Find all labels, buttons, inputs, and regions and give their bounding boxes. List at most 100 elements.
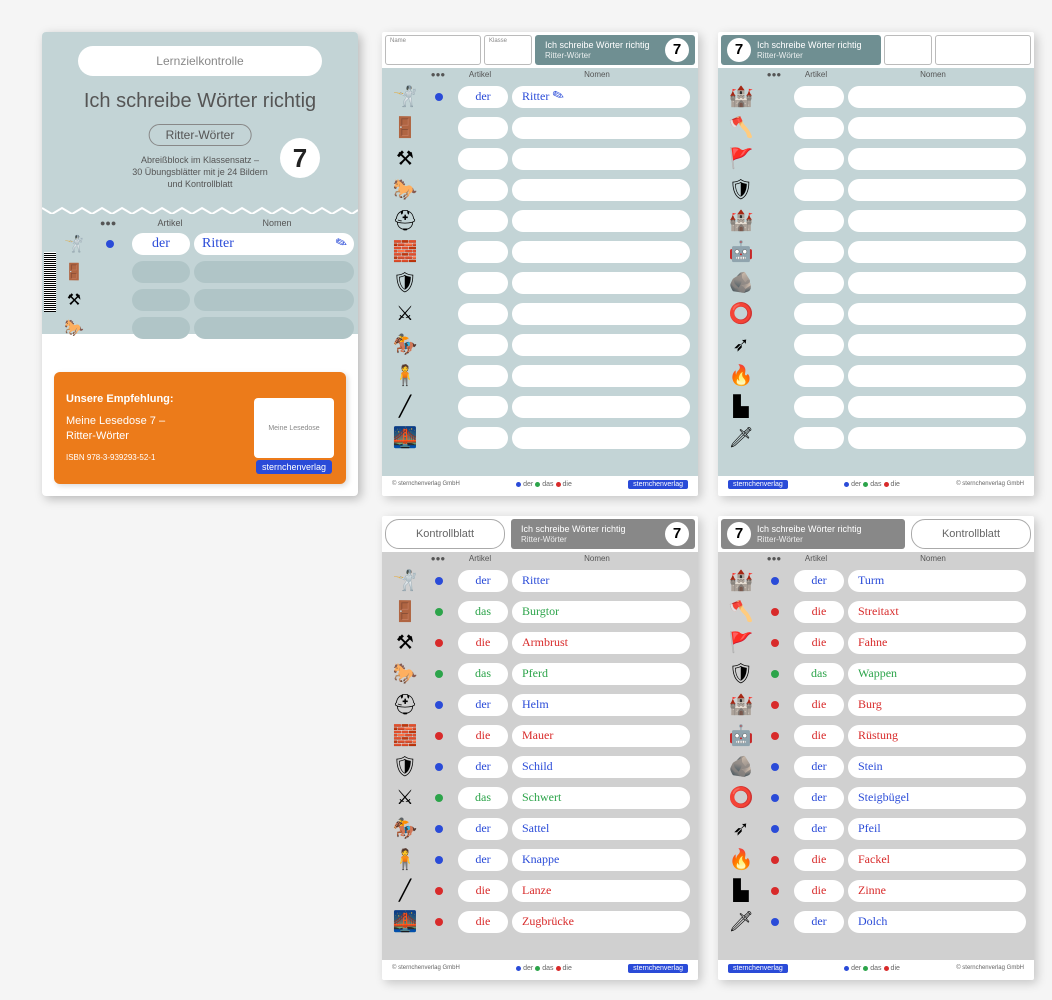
dot-indicator [760,732,790,740]
nomen-field: Helm [512,694,690,716]
nomen-field: Wappen [848,663,1026,685]
nomen-field[interactable] [848,148,1026,170]
class-field[interactable]: Klasse [484,35,532,65]
nomen-field: Armbrust [512,632,690,654]
nomen-field[interactable] [848,427,1026,449]
legend: der das die [516,965,572,972]
nomen-field[interactable] [512,272,690,294]
legend: der das die [844,965,900,972]
schwert-icon: ⚔ [390,300,420,328]
artikel-field[interactable] [794,396,844,418]
nomen-field[interactable] [512,117,690,139]
nomen-field[interactable] [848,241,1026,263]
word-row: ╱ [390,391,690,422]
dot-indicator [760,856,790,864]
empty-field [132,261,190,283]
artikel-field[interactable] [458,396,508,418]
artikel-field[interactable] [458,117,508,139]
schild-icon: 🛡 [390,753,420,781]
legend: der das die [516,481,572,488]
word-row: ➶ [726,329,1026,360]
sheet-footer: © sternchenverlag GmbH der das die stern… [382,476,698,492]
dot-indicator [424,763,454,771]
nomen-field[interactable] [848,117,1026,139]
hdr-artikel: Artikel [790,554,842,563]
artikel-field: die [458,632,508,654]
cover-row-empty: 🚪 [60,258,354,286]
dot-indicator [760,918,790,926]
artikel-field[interactable] [458,210,508,232]
artikel-field[interactable] [458,303,508,325]
word-row: 🤖 [726,236,1026,267]
class-field[interactable] [884,35,932,65]
kontrollblatt-right: 7 Ich schreibe Wörter richtig Ritter-Wör… [718,516,1034,980]
artikel-field[interactable] [458,365,508,387]
nomen-field[interactable] [512,210,690,232]
word-row: ⭕ der Steigbügel [726,782,1026,813]
nomen-field[interactable] [512,365,690,387]
artikel-field[interactable] [458,272,508,294]
artikel-field[interactable] [794,148,844,170]
publisher-logo: sternchenverlag [728,480,788,489]
artikel-field[interactable] [794,334,844,356]
helm-icon: ⛑ [390,691,420,719]
artikel-field[interactable] [458,179,508,201]
word-row: 🏰 der Turm [726,565,1026,596]
artikel-field[interactable] [458,148,508,170]
artikel-field[interactable] [794,210,844,232]
artikel-field[interactable] [794,86,844,108]
dot-indicator [424,701,454,709]
artikel-field: der [794,787,844,809]
artikel-field[interactable] [458,334,508,356]
burgtor-icon: 🚪 [390,114,420,142]
nomen-field[interactable] [512,427,690,449]
nomen-field[interactable]: Ritter✎ [512,86,690,108]
sheet-footer: sternchenverlag der das die © sternchenv… [718,960,1034,976]
dot-indicator [760,763,790,771]
burg-icon: 🏰 [726,207,756,235]
sheet-footer: sternchenverlag der das die © sternchenv… [718,476,1034,492]
nomen-field[interactable] [848,365,1026,387]
artikel-field[interactable] [458,427,508,449]
horse-icon: 🐎 [60,316,88,340]
nomen-field[interactable] [848,210,1026,232]
name-field[interactable] [935,35,1031,65]
nomen-field[interactable] [512,396,690,418]
nomen-field[interactable] [512,179,690,201]
column-headers: ●●● Artikel Nomen [382,552,698,565]
artikel-field[interactable] [794,365,844,387]
dolch-icon: 🗡 [726,908,756,936]
nomen-field[interactable] [848,272,1026,294]
artikel-field[interactable] [794,427,844,449]
lanze-icon: ╱ [390,877,420,905]
sheet-number: 7 [665,522,689,546]
publisher-logo: sternchenverlag [628,964,688,973]
empty-field [132,289,190,311]
artikel-field[interactable]: der [458,86,508,108]
nomen-field[interactable] [512,148,690,170]
artikel-field[interactable] [794,272,844,294]
nomen-field[interactable] [512,241,690,263]
artikel-field: das [458,787,508,809]
name-field[interactable]: Name [385,35,481,65]
dot-indicator [760,639,790,647]
rows-container: 🏰 der Turm 🪓 die Streitaxt 🚩 die Fahne 🛡… [718,565,1034,937]
artikel-field[interactable] [794,179,844,201]
artikel-field[interactable] [794,117,844,139]
turm-icon: 🏰 [726,567,756,595]
column-headers: ●●● Artikel Nomen [718,552,1034,565]
nomen-field[interactable] [848,303,1026,325]
nomen-field[interactable] [848,334,1026,356]
artikel-field[interactable] [458,241,508,263]
dot-indicator [760,794,790,802]
nomen-field[interactable] [512,334,690,356]
streitaxt-icon: 🪓 [726,598,756,626]
nomen-field[interactable] [848,179,1026,201]
nomen-field: Dolch [848,911,1026,933]
wappen-icon: 🛡 [726,660,756,688]
artikel-field[interactable] [794,241,844,263]
nomen-field[interactable] [848,396,1026,418]
nomen-field[interactable] [848,86,1026,108]
artikel-field[interactable] [794,303,844,325]
nomen-field[interactable] [512,303,690,325]
